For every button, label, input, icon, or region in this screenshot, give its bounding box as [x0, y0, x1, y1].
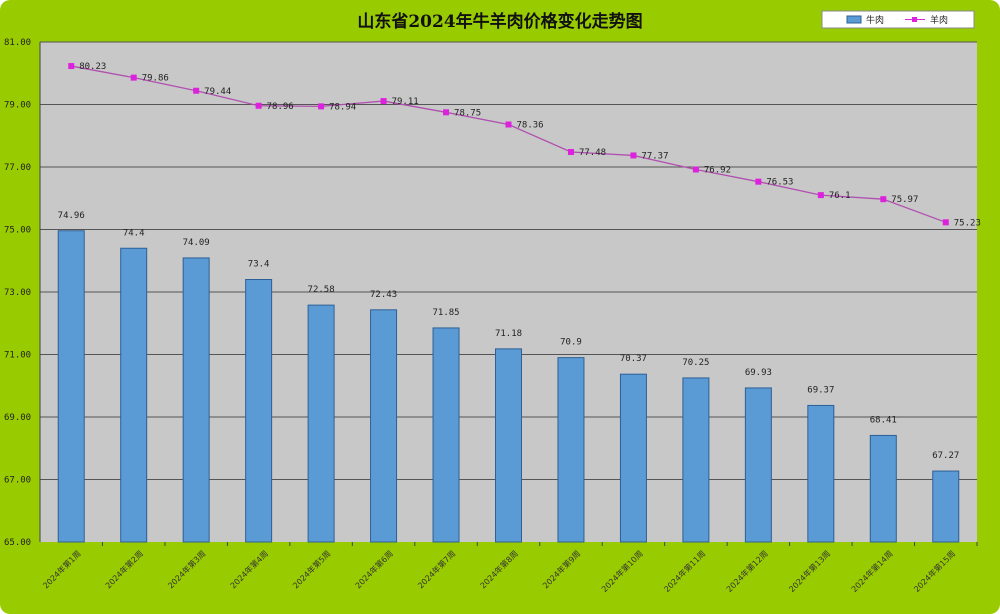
- line-point: [443, 109, 450, 116]
- legend: 牛肉 羊肉: [821, 10, 975, 29]
- line-data-label: 78.94: [329, 102, 356, 112]
- bar: [370, 309, 398, 543]
- legend-bar-swatch: [846, 15, 862, 24]
- legend-line-marker: [912, 17, 917, 22]
- line-point: [942, 219, 949, 226]
- y-tick-label: 77.00: [4, 163, 31, 173]
- bar-data-label: 70.37: [620, 354, 647, 364]
- line-data-label: 76.1: [829, 191, 851, 201]
- x-tick-label: 2024年第12周: [724, 548, 770, 594]
- y-tick-label: 79.00: [4, 101, 31, 111]
- line-point: [505, 121, 512, 128]
- line-point: [817, 192, 824, 199]
- x-tick-label: 2024年第11周: [662, 548, 708, 594]
- line-data-label: 77.37: [641, 151, 668, 161]
- bar-data-label: 74.4: [123, 228, 145, 238]
- bar-data-label: 68.41: [870, 415, 897, 425]
- line-point: [255, 102, 262, 109]
- bar: [182, 257, 210, 543]
- bar: [245, 279, 273, 543]
- line-data-label: 78.96: [267, 102, 294, 112]
- legend-label-bar: 牛肉: [866, 14, 884, 26]
- line-data-label: 79.11: [392, 97, 419, 107]
- legend-label-line: 羊肉: [930, 14, 948, 26]
- bar: [557, 357, 585, 543]
- bar-data-label: 74.09: [183, 238, 210, 248]
- x-tick-label: 2024年第2周: [103, 548, 145, 590]
- bar: [682, 377, 710, 543]
- line-data-label: 77.48: [579, 148, 606, 158]
- bar: [619, 373, 647, 543]
- y-tick-label: 69.00: [4, 413, 31, 423]
- x-tick-label: 2024年第10周: [599, 548, 645, 594]
- line-point: [318, 103, 325, 110]
- x-tick-label: 2024年第14周: [849, 548, 895, 594]
- y-tick-label: 71.00: [4, 351, 31, 361]
- y-tick-label: 73.00: [4, 288, 31, 298]
- bar: [57, 230, 85, 543]
- line-point: [692, 166, 699, 173]
- line-point: [755, 178, 762, 185]
- chart-title: 山东省2024年牛羊肉价格变化走势图: [357, 11, 642, 32]
- bar-data-label: 70.25: [682, 358, 709, 368]
- line-data-label: 80.23: [79, 62, 106, 72]
- bar-data-label: 69.93: [745, 368, 772, 378]
- y-tick-label: 67.00: [4, 476, 31, 486]
- line-point: [193, 87, 200, 94]
- x-tick-label: 2024年第6周: [353, 548, 395, 590]
- y-tick-label: 65.00: [4, 538, 31, 548]
- line-point: [567, 149, 574, 155]
- line-point: [380, 98, 387, 105]
- x-tick-label: 2024年第9周: [540, 548, 582, 590]
- x-tick-label: 2024年第13周: [787, 548, 833, 594]
- y-tick-label: 75.00: [4, 226, 31, 236]
- x-tick-label: 2024年第7周: [415, 548, 457, 590]
- bar-data-label: 72.43: [370, 290, 397, 300]
- bar: [307, 304, 335, 543]
- line-data-label: 79.44: [204, 87, 231, 97]
- x-tick-label: 2024年第8周: [478, 548, 520, 590]
- bar-data-label: 69.37: [807, 385, 834, 395]
- bar: [807, 404, 835, 543]
- bar-data-label: 67.27: [932, 451, 959, 461]
- bar-data-label: 74.96: [58, 211, 85, 221]
- line-data-label: 79.86: [142, 74, 169, 84]
- bar: [869, 434, 897, 543]
- line-data-label: 78.36: [517, 121, 544, 131]
- line-data-label: 78.75: [454, 108, 481, 118]
- y-tick-label: 81.00: [4, 38, 31, 48]
- x-tick-label: 2024年第15周: [912, 548, 958, 594]
- line-point: [630, 152, 637, 159]
- x-tick-label: 2024年第3周: [166, 548, 208, 590]
- line-data-label: 75.97: [891, 195, 918, 205]
- bar: [744, 387, 772, 543]
- x-tick-label: 2024年第4周: [228, 548, 270, 590]
- line-data-label: 76.92: [704, 166, 731, 176]
- line-point: [880, 196, 887, 203]
- bar-data-label: 71.85: [432, 308, 459, 318]
- bar: [495, 348, 522, 543]
- bar-data-label: 70.9: [560, 338, 582, 348]
- x-tick-label: 2024年第5周: [290, 548, 332, 590]
- bar-data-label: 71.18: [495, 329, 522, 339]
- line-point: [68, 63, 75, 70]
- bar-data-label: 73.4: [248, 260, 270, 270]
- bar-data-label: 72.58: [308, 285, 335, 295]
- bar: [432, 327, 460, 543]
- line-data-label: 76.53: [766, 178, 793, 188]
- bar: [932, 470, 960, 543]
- bar: [120, 247, 148, 543]
- x-tick-label: 2024年第1周: [41, 548, 83, 590]
- line-point: [130, 74, 137, 81]
- line-data-label: 75.23: [954, 218, 981, 228]
